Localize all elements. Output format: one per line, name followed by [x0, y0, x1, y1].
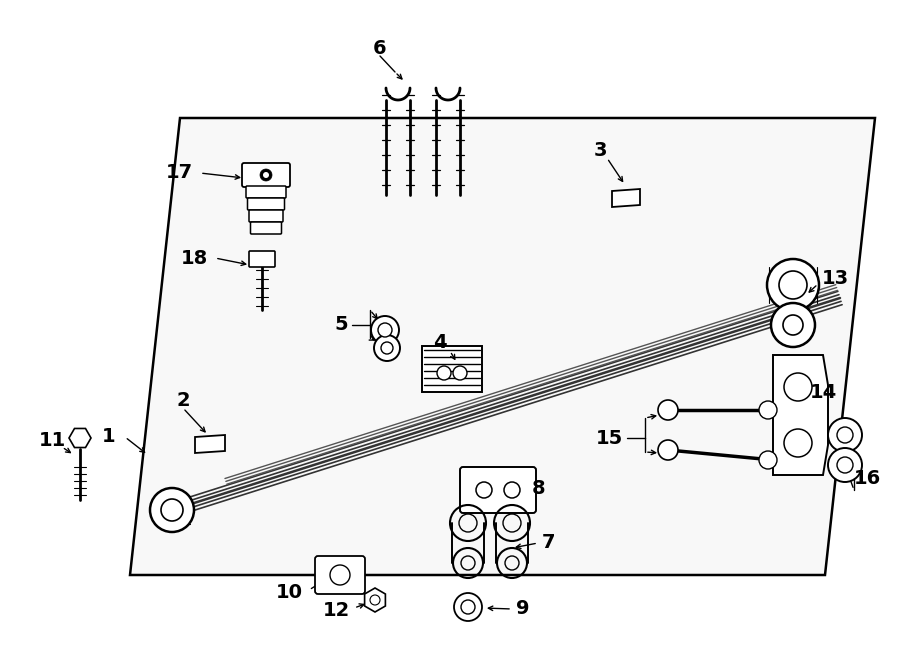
- Circle shape: [784, 429, 812, 457]
- Circle shape: [437, 366, 451, 380]
- FancyBboxPatch shape: [422, 346, 482, 392]
- Circle shape: [381, 342, 393, 354]
- Text: 15: 15: [596, 428, 623, 447]
- Text: 13: 13: [822, 268, 849, 288]
- Circle shape: [828, 448, 862, 482]
- Text: 17: 17: [166, 163, 193, 182]
- Circle shape: [771, 303, 815, 347]
- Circle shape: [783, 315, 803, 335]
- Text: 5: 5: [335, 315, 348, 334]
- Polygon shape: [69, 428, 91, 447]
- Circle shape: [330, 565, 350, 585]
- Text: 12: 12: [323, 600, 350, 619]
- Polygon shape: [130, 118, 875, 575]
- Text: 16: 16: [854, 469, 881, 488]
- Circle shape: [263, 172, 269, 178]
- Circle shape: [378, 323, 392, 337]
- Text: 11: 11: [39, 430, 66, 449]
- FancyBboxPatch shape: [246, 186, 286, 198]
- FancyBboxPatch shape: [249, 210, 283, 222]
- Circle shape: [150, 488, 194, 532]
- Text: 2: 2: [176, 391, 190, 410]
- Text: 6: 6: [374, 38, 387, 58]
- Polygon shape: [195, 435, 225, 453]
- FancyBboxPatch shape: [248, 198, 284, 210]
- Circle shape: [759, 451, 777, 469]
- Text: 3: 3: [593, 141, 607, 159]
- Circle shape: [461, 600, 475, 614]
- Circle shape: [476, 482, 492, 498]
- Circle shape: [658, 400, 678, 420]
- Circle shape: [837, 427, 853, 443]
- Polygon shape: [364, 588, 385, 612]
- Text: 18: 18: [181, 249, 208, 268]
- Circle shape: [374, 335, 400, 361]
- Text: 7: 7: [542, 533, 555, 553]
- Text: 1: 1: [102, 428, 115, 446]
- Circle shape: [658, 440, 678, 460]
- Circle shape: [837, 457, 853, 473]
- Circle shape: [759, 401, 777, 419]
- Circle shape: [828, 418, 862, 452]
- FancyBboxPatch shape: [460, 467, 536, 513]
- Text: 8: 8: [532, 479, 545, 498]
- Polygon shape: [612, 189, 640, 207]
- FancyBboxPatch shape: [242, 163, 290, 187]
- Circle shape: [453, 366, 467, 380]
- Polygon shape: [773, 355, 828, 475]
- FancyBboxPatch shape: [315, 556, 365, 594]
- Text: 14: 14: [810, 383, 837, 403]
- Circle shape: [784, 373, 812, 401]
- FancyBboxPatch shape: [250, 222, 282, 234]
- FancyBboxPatch shape: [249, 251, 275, 267]
- Text: 10: 10: [276, 582, 303, 602]
- Circle shape: [371, 316, 399, 344]
- Circle shape: [454, 593, 482, 621]
- Circle shape: [779, 271, 807, 299]
- Circle shape: [260, 169, 272, 181]
- Circle shape: [370, 595, 380, 605]
- Text: 4: 4: [433, 332, 446, 352]
- Circle shape: [504, 482, 520, 498]
- Circle shape: [767, 259, 819, 311]
- Text: 9: 9: [516, 600, 529, 619]
- Circle shape: [161, 499, 183, 521]
